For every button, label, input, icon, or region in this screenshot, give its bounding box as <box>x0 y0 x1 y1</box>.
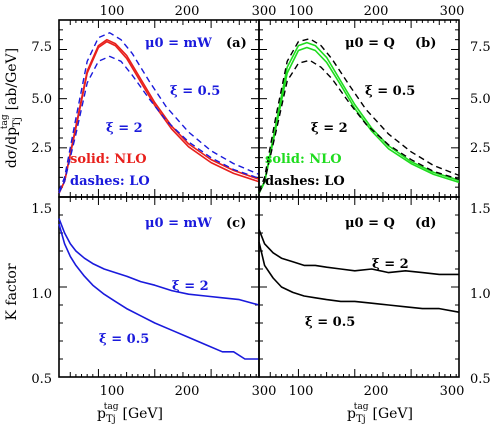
y-tick-bottom-1.5-right: 1.5 <box>470 202 491 217</box>
panel-c-tag: (c) <box>226 216 246 231</box>
panel-a-series-0 <box>58 38 260 194</box>
y-tick-bottom-1.0: 1.0 <box>31 287 52 302</box>
y-tick-top-7.5-right: 7.5 <box>470 40 491 55</box>
panel-b-tag: (b) <box>415 36 436 51</box>
top-x-tick-300: 300 <box>252 4 277 19</box>
y-tick-bottom-1.0-right: 1.0 <box>470 287 491 302</box>
panel-d-series-1 <box>258 241 460 313</box>
panel-a-xi-low: ξ = 0.5 <box>170 84 220 99</box>
panel-c-series-0 <box>58 218 260 306</box>
top-x-tick-200: 200 <box>175 4 200 19</box>
y-tick-bottom-0.5: 0.5 <box>31 372 52 387</box>
y-tick-bottom-0.5-right: 0.5 <box>470 372 491 387</box>
bottom-x-tick-300-right: 300 <box>440 384 465 399</box>
top-x-tick-200-right: 200 <box>364 4 389 19</box>
panel-a-series-3 <box>58 55 260 194</box>
panel-d-series-0 <box>258 229 459 276</box>
y-tick-top-2.5: 2.5 <box>31 141 52 156</box>
x-axis-label-left: pTjtag [GeV] <box>97 402 163 425</box>
panel-c-xi-high: ξ = 2 <box>172 279 209 294</box>
y-tick-top-7.5: 7.5 <box>31 40 52 55</box>
y-axis-label-top: dσ/dpTjtag[ab/GeV] <box>0 48 23 168</box>
panel-d-xi-low: ξ = 0.5 <box>305 315 355 330</box>
top-x-tick-300-right: 300 <box>440 4 465 19</box>
panel-d-tag: (d) <box>415 216 436 231</box>
panel-d-xi-high: ξ = 2 <box>372 257 409 272</box>
y-tick-top-5.0-right: 5.0 <box>470 92 491 107</box>
plot-layer <box>58 19 460 378</box>
y-tick-top-2.5-right: 2.5 <box>470 141 491 156</box>
bottom-x-tick-100-right: 100 <box>289 384 314 399</box>
bottom-x-tick-100: 100 <box>100 384 125 399</box>
panel-a-scale: μ0 = mW <box>145 36 212 51</box>
top-x-tick-100-right: 100 <box>289 4 314 19</box>
panel-b-xi-low: ξ = 0.5 <box>365 84 415 99</box>
panel-c-xi-low: ξ = 0.5 <box>99 332 149 347</box>
panel-b-series-1 <box>258 46 460 194</box>
panel-c-scale: μ0 = mW <box>145 216 212 231</box>
y-tick-top-5.0: 5.0 <box>31 92 52 107</box>
bottom-x-tick-300: 300 <box>252 384 277 399</box>
panel-c-series-1 <box>58 223 259 360</box>
bottom-x-tick-200-right: 200 <box>364 384 389 399</box>
y-tick-bottom-1.5: 1.5 <box>31 202 52 217</box>
panel-b-dash-label: dashes: LO <box>265 174 345 189</box>
top-x-tick-100: 100 <box>100 4 125 19</box>
panel-a-xi-high: ξ = 2 <box>106 121 143 136</box>
panel-b-scale: μ0 = Q <box>345 36 395 51</box>
panel-a-solid-label: solid: NLO <box>70 152 147 167</box>
x-axis-label-right: pTjtag [GeV] <box>347 402 413 425</box>
panel-a-series-2 <box>58 32 260 192</box>
panel-a-tag: (a) <box>226 36 247 51</box>
panel-a-dash-label: dashes: LO <box>70 174 150 189</box>
panel-b-xi-high: ξ = 2 <box>311 121 348 136</box>
panel-b-series-3 <box>258 59 460 194</box>
panel-d-scale: μ0 = Q <box>345 216 395 231</box>
panel-b-series-0 <box>258 41 460 194</box>
panel-a-series-1 <box>58 40 260 194</box>
panel-b-solid-label: solid: NLO <box>265 152 342 167</box>
y-axis-label-bottom: K factor <box>4 263 20 320</box>
bottom-x-tick-200: 200 <box>175 384 200 399</box>
